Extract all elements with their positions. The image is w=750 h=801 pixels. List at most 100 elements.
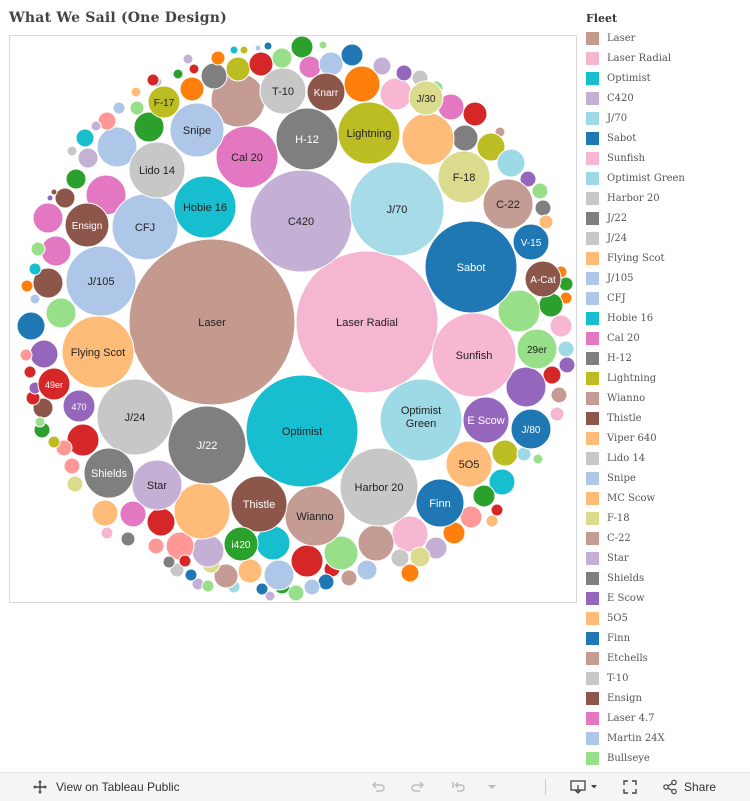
- legend-item[interactable]: Lightning: [586, 368, 746, 388]
- legend-item[interactable]: CFJ: [586, 288, 746, 308]
- bubble-mark[interactable]: [337, 101, 401, 165]
- bubble-mark[interactable]: [245, 374, 359, 488]
- legend-item[interactable]: Etchells: [586, 648, 746, 668]
- bubble-mark[interactable]: [349, 161, 445, 257]
- bubble-mark[interactable]: [451, 124, 479, 152]
- bubble-mark[interactable]: [130, 86, 142, 98]
- bubble-mark[interactable]: [549, 406, 565, 422]
- bubble-mark[interactable]: [340, 43, 364, 67]
- bubble-mark[interactable]: [182, 53, 194, 65]
- share-button[interactable]: Share: [662, 779, 716, 795]
- legend-item[interactable]: Optimist: [586, 68, 746, 88]
- bubble-mark[interactable]: [290, 544, 324, 578]
- bubble-mark[interactable]: [462, 396, 510, 444]
- bubble-mark[interactable]: [390, 548, 410, 568]
- legend-item[interactable]: J/24: [586, 228, 746, 248]
- bubble-mark[interactable]: [284, 485, 346, 547]
- bubble-mark[interactable]: [287, 584, 305, 602]
- bubble-mark[interactable]: [491, 439, 519, 467]
- bubble-mark[interactable]: [401, 112, 455, 166]
- bubble-mark[interactable]: [65, 168, 87, 190]
- bubble-mark[interactable]: [83, 447, 135, 499]
- bubble-mark[interactable]: [133, 111, 165, 143]
- bubble-mark[interactable]: [131, 459, 183, 511]
- bubble-mark[interactable]: [172, 68, 184, 80]
- bubble-mark[interactable]: [229, 45, 239, 55]
- bubble-mark[interactable]: [162, 555, 176, 569]
- legend-item[interactable]: Sunfish: [586, 148, 746, 168]
- bubble-mark[interactable]: [497, 289, 541, 333]
- bubble-mark[interactable]: [239, 45, 249, 55]
- bubble-mark[interactable]: [75, 128, 95, 148]
- legend-item[interactable]: Laser 4.7: [586, 708, 746, 728]
- bubble-mark[interactable]: [46, 194, 54, 202]
- legend-item[interactable]: Martin 24X: [586, 728, 746, 748]
- bubble-mark[interactable]: [37, 367, 71, 401]
- bubble-mark[interactable]: [173, 482, 231, 540]
- legend-item[interactable]: E Scow: [586, 588, 746, 608]
- bubble-mark[interactable]: [482, 178, 534, 230]
- bubble-mark[interactable]: [264, 590, 276, 602]
- bubble-mark[interactable]: [271, 47, 293, 69]
- bubble-mark[interactable]: [147, 537, 165, 555]
- legend-item[interactable]: Star: [586, 548, 746, 568]
- bubble-mark[interactable]: [201, 579, 215, 593]
- bubble-mark[interactable]: [128, 141, 186, 199]
- bubble-mark[interactable]: [476, 132, 506, 162]
- bubble-mark[interactable]: [512, 223, 550, 261]
- bubble-mark[interactable]: [372, 56, 392, 76]
- bubble-mark[interactable]: [379, 77, 413, 111]
- bubble-mark[interactable]: [146, 73, 160, 87]
- bubble-mark[interactable]: [318, 40, 328, 50]
- bubble-mark[interactable]: [259, 67, 307, 115]
- bubble-mark[interactable]: [34, 416, 46, 428]
- legend-item[interactable]: Laser: [586, 28, 746, 48]
- bubble-mark[interactable]: [558, 356, 576, 374]
- legend-item[interactable]: MC Scow: [586, 488, 746, 508]
- bubble-mark[interactable]: [488, 468, 516, 496]
- bubble-mark[interactable]: [400, 563, 420, 583]
- bubble-mark[interactable]: [50, 188, 58, 196]
- bubble-mark[interactable]: [96, 378, 174, 456]
- bubble-mark[interactable]: [146, 507, 176, 537]
- bubble-mark[interactable]: [32, 267, 64, 299]
- legend-item[interactable]: J/70: [586, 108, 746, 128]
- bubble-mark[interactable]: [538, 214, 554, 230]
- legend-item[interactable]: Ensign: [586, 688, 746, 708]
- bubble-mark[interactable]: [100, 526, 114, 540]
- undo-icon[interactable]: [370, 779, 386, 795]
- bubble-mark[interactable]: [23, 365, 37, 379]
- bubble-mark[interactable]: [210, 50, 226, 66]
- bubble-mark[interactable]: [129, 100, 145, 116]
- bubble-mark[interactable]: [357, 524, 395, 562]
- legend-item[interactable]: Harbor 20: [586, 188, 746, 208]
- bubble-mark[interactable]: [40, 235, 72, 267]
- bubble-mark[interactable]: [188, 63, 200, 75]
- legend-item[interactable]: Cal 20: [586, 328, 746, 348]
- bubble-mark[interactable]: [173, 175, 237, 239]
- legend-item[interactable]: J/105: [586, 268, 746, 288]
- bubble-mark[interactable]: [20, 279, 34, 293]
- bubble-mark[interactable]: [306, 72, 346, 112]
- bubble-mark[interactable]: [91, 499, 119, 527]
- bubble-mark[interactable]: [263, 559, 295, 591]
- bubble-mark[interactable]: [356, 559, 378, 581]
- dropdown-icon[interactable]: [486, 779, 498, 795]
- bubble-mark[interactable]: [225, 56, 251, 82]
- bubble-mark[interactable]: [45, 297, 77, 329]
- bubble-chart[interactable]: Laser Laser Radial Optimist C420 J/70 Sabot Su…: [10, 36, 576, 602]
- bubble-mark[interactable]: [295, 250, 439, 394]
- bubble-mark[interactable]: [90, 120, 102, 132]
- bubble-mark[interactable]: [16, 311, 46, 341]
- legend-item[interactable]: Laser Radial: [586, 48, 746, 68]
- bubble-mark[interactable]: [96, 126, 138, 168]
- bubble-mark[interactable]: [534, 199, 552, 217]
- download-icon[interactable]: [570, 779, 600, 795]
- bubble-mark[interactable]: [169, 102, 225, 158]
- bubble-mark[interactable]: [62, 389, 96, 423]
- bubble-mark[interactable]: [66, 475, 84, 493]
- bubble-mark[interactable]: [65, 245, 137, 317]
- bubble-mark[interactable]: [179, 76, 205, 102]
- legend-item[interactable]: Shields: [586, 568, 746, 588]
- bubble-mark[interactable]: [191, 534, 225, 568]
